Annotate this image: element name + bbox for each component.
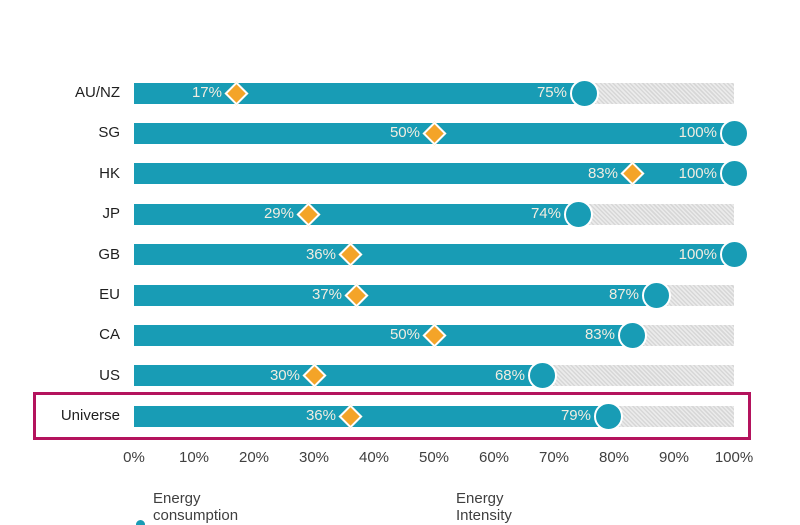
disclosure-rate-value: 100% bbox=[678, 124, 717, 142]
x-tick-label: 100% bbox=[714, 449, 754, 466]
category-label: Universe bbox=[60, 407, 120, 425]
disclosure-rate-value: 83% bbox=[584, 326, 615, 344]
x-tick-label: 0% bbox=[123, 449, 145, 466]
disclosure-rate-value: 74% bbox=[530, 205, 561, 223]
target-rate-value: 37% bbox=[311, 286, 342, 303]
category-label: US bbox=[99, 366, 120, 384]
bar-remainder bbox=[542, 365, 734, 387]
highlight-box bbox=[33, 392, 751, 441]
legend-item-target-rate: Energy Intensity target setting rate bbox=[440, 490, 512, 525]
category-label: GB bbox=[98, 245, 120, 263]
circle-marker-icon bbox=[719, 240, 749, 270]
target-rate-value: 36% bbox=[305, 407, 336, 425]
category-label: HK bbox=[99, 164, 120, 182]
x-tick-label: 60% bbox=[478, 449, 510, 466]
target-rate-value: 36% bbox=[305, 245, 336, 263]
bar-fill bbox=[134, 163, 734, 185]
bar-fill bbox=[134, 203, 578, 225]
bar-fill bbox=[134, 82, 584, 104]
disclosure-rate-value: 100% bbox=[678, 164, 717, 182]
disclosure-rate-value: 100% bbox=[678, 245, 717, 263]
circle-marker-icon bbox=[569, 78, 599, 108]
target-rate-value: 50% bbox=[389, 326, 420, 344]
circle-marker-icon bbox=[641, 280, 671, 310]
bar-remainder bbox=[578, 203, 734, 225]
bar-fill bbox=[134, 365, 542, 387]
category-label: CA bbox=[99, 326, 120, 344]
x-tick-label: 30% bbox=[298, 449, 330, 466]
category-label: JP bbox=[102, 205, 120, 223]
disclosure-rate-value: 68% bbox=[494, 366, 525, 384]
disclosure-rate-value: 87% bbox=[608, 286, 639, 303]
x-tick-label: 20% bbox=[238, 449, 270, 466]
bar-remainder bbox=[632, 324, 734, 346]
disclosure-rate-value: 79% bbox=[560, 407, 591, 425]
bar-remainder bbox=[584, 82, 734, 104]
legend-item-disclosure-rate: Energy consumption disclosure rate bbox=[136, 490, 238, 525]
category-label: AU/NZ bbox=[75, 84, 120, 101]
circle-marker-icon bbox=[593, 401, 623, 431]
bar-remainder bbox=[656, 284, 734, 306]
legend-label: Energy consumption disclosure rate bbox=[153, 490, 239, 525]
x-tick-label: 40% bbox=[358, 449, 390, 466]
circle-marker-icon bbox=[719, 118, 749, 148]
x-tick-label: 80% bbox=[598, 449, 630, 466]
circle-marker-icon bbox=[527, 361, 557, 391]
target-rate-value: 29% bbox=[263, 205, 294, 223]
circle-marker-icon bbox=[719, 159, 749, 189]
target-rate-value: 17% bbox=[191, 84, 222, 101]
circle-marker-icon bbox=[136, 519, 145, 525]
x-tick-label: 70% bbox=[538, 449, 570, 466]
circle-marker-icon bbox=[617, 320, 647, 350]
category-label: SG bbox=[98, 124, 120, 142]
category-label: EU bbox=[99, 286, 120, 303]
target-rate-value: 83% bbox=[587, 164, 618, 182]
bar-fill bbox=[134, 405, 608, 427]
x-tick-label: 90% bbox=[658, 449, 690, 466]
bar-fill bbox=[134, 324, 632, 346]
x-tick-label: 50% bbox=[418, 449, 450, 466]
legend-label: Energy Intensity target setting rate bbox=[456, 490, 512, 525]
bar-fill bbox=[134, 284, 656, 306]
bar-fill bbox=[134, 244, 734, 266]
disclosure-rate-value: 75% bbox=[536, 84, 567, 101]
target-rate-value: 50% bbox=[389, 124, 420, 142]
x-tick-label: 10% bbox=[178, 449, 210, 466]
bar-remainder bbox=[608, 405, 734, 427]
circle-marker-icon bbox=[563, 199, 593, 229]
target-rate-value: 30% bbox=[269, 366, 300, 384]
